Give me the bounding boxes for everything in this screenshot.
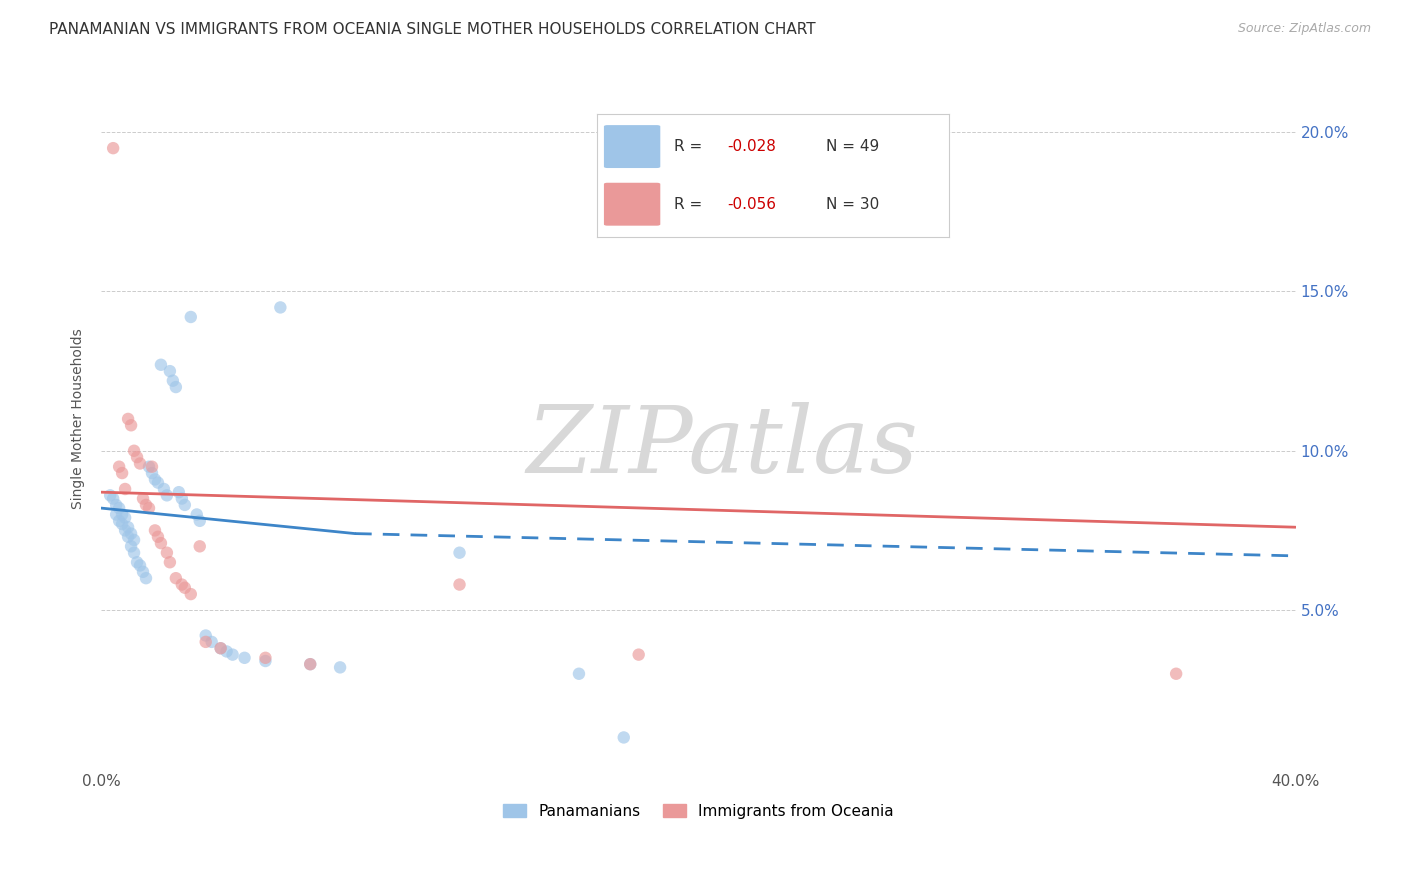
Point <box>299 657 322 672</box>
Point <box>162 374 184 388</box>
Point <box>135 571 157 585</box>
Point <box>117 412 139 426</box>
Point <box>114 510 136 524</box>
Point <box>233 650 256 665</box>
Point <box>138 501 160 516</box>
Point <box>129 457 152 471</box>
Point <box>143 472 166 486</box>
Point <box>215 644 238 658</box>
Point <box>167 485 190 500</box>
Point <box>108 501 131 516</box>
Point <box>149 358 172 372</box>
Point <box>111 508 134 522</box>
Point <box>173 498 195 512</box>
Point <box>254 650 277 665</box>
Point <box>159 555 181 569</box>
Point <box>627 648 650 662</box>
Point <box>209 641 232 656</box>
Point <box>114 524 136 538</box>
Point <box>135 498 157 512</box>
Point <box>122 546 145 560</box>
Text: ZIPatlas: ZIPatlas <box>526 402 918 492</box>
Point <box>105 508 128 522</box>
Point <box>201 635 224 649</box>
Point <box>159 364 181 378</box>
Point <box>132 565 155 579</box>
Point <box>111 516 134 531</box>
Point <box>188 539 211 553</box>
Point <box>170 577 193 591</box>
Point <box>149 536 172 550</box>
Point <box>170 491 193 506</box>
Point <box>132 491 155 506</box>
Point <box>108 459 131 474</box>
Point <box>194 628 217 642</box>
Point <box>568 666 591 681</box>
Point <box>186 508 208 522</box>
Point <box>120 418 142 433</box>
Point <box>209 641 232 656</box>
Point <box>114 482 136 496</box>
Point <box>125 555 148 569</box>
Point <box>122 443 145 458</box>
Point <box>269 301 291 315</box>
Point <box>156 488 179 502</box>
Point <box>449 546 471 560</box>
Point <box>129 558 152 573</box>
Point <box>101 141 124 155</box>
Point <box>101 491 124 506</box>
Point <box>299 657 322 672</box>
Point <box>165 380 187 394</box>
Text: PANAMANIAN VS IMMIGRANTS FROM OCEANIA SINGLE MOTHER HOUSEHOLDS CORRELATION CHART: PANAMANIAN VS IMMIGRANTS FROM OCEANIA SI… <box>49 22 815 37</box>
Point <box>141 459 163 474</box>
Point <box>105 498 128 512</box>
Point <box>108 514 131 528</box>
Point <box>173 581 195 595</box>
Point <box>111 466 134 480</box>
Point <box>180 310 202 324</box>
Point <box>120 526 142 541</box>
Point <box>122 533 145 547</box>
Point <box>146 475 169 490</box>
Point <box>613 731 636 745</box>
Point <box>180 587 202 601</box>
Point <box>188 514 211 528</box>
Point <box>141 466 163 480</box>
Legend: Panamanians, Immigrants from Oceania: Panamanians, Immigrants from Oceania <box>496 797 900 825</box>
Point <box>156 546 179 560</box>
Y-axis label: Single Mother Households: Single Mother Households <box>72 328 86 509</box>
Point <box>329 660 352 674</box>
Point <box>449 577 471 591</box>
Point <box>1166 666 1188 681</box>
Point <box>120 539 142 553</box>
Point <box>146 530 169 544</box>
Point <box>125 450 148 464</box>
Point <box>165 571 187 585</box>
Point <box>143 524 166 538</box>
Point <box>194 635 217 649</box>
Point <box>138 459 160 474</box>
Point <box>117 520 139 534</box>
Point <box>254 654 277 668</box>
Point <box>153 482 176 496</box>
Text: Source: ZipAtlas.com: Source: ZipAtlas.com <box>1237 22 1371 36</box>
Point <box>98 488 121 502</box>
Point <box>221 648 243 662</box>
Point <box>117 530 139 544</box>
